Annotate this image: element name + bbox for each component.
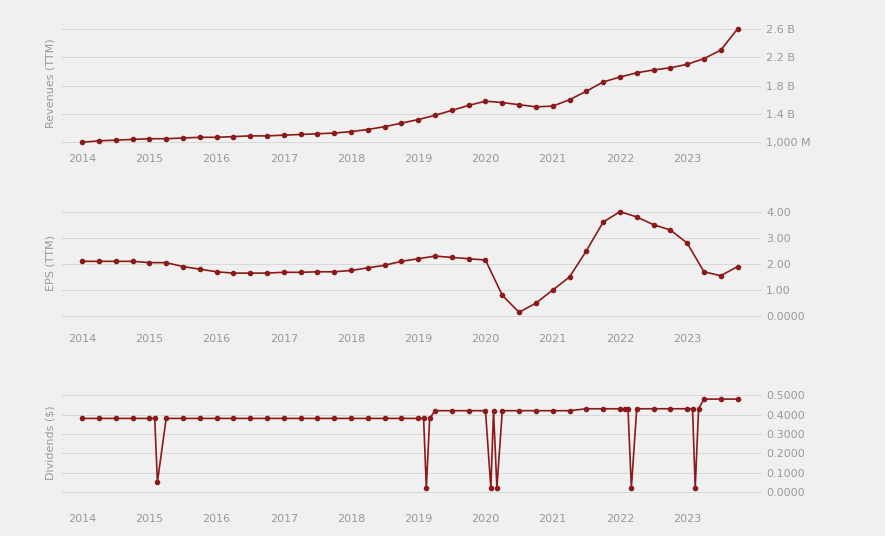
- Y-axis label: EPS (TTM): EPS (TTM): [45, 235, 55, 291]
- Y-axis label: Revenues (TTM): Revenues (TTM): [45, 38, 55, 128]
- Y-axis label: Dividends ($): Dividends ($): [45, 405, 55, 480]
